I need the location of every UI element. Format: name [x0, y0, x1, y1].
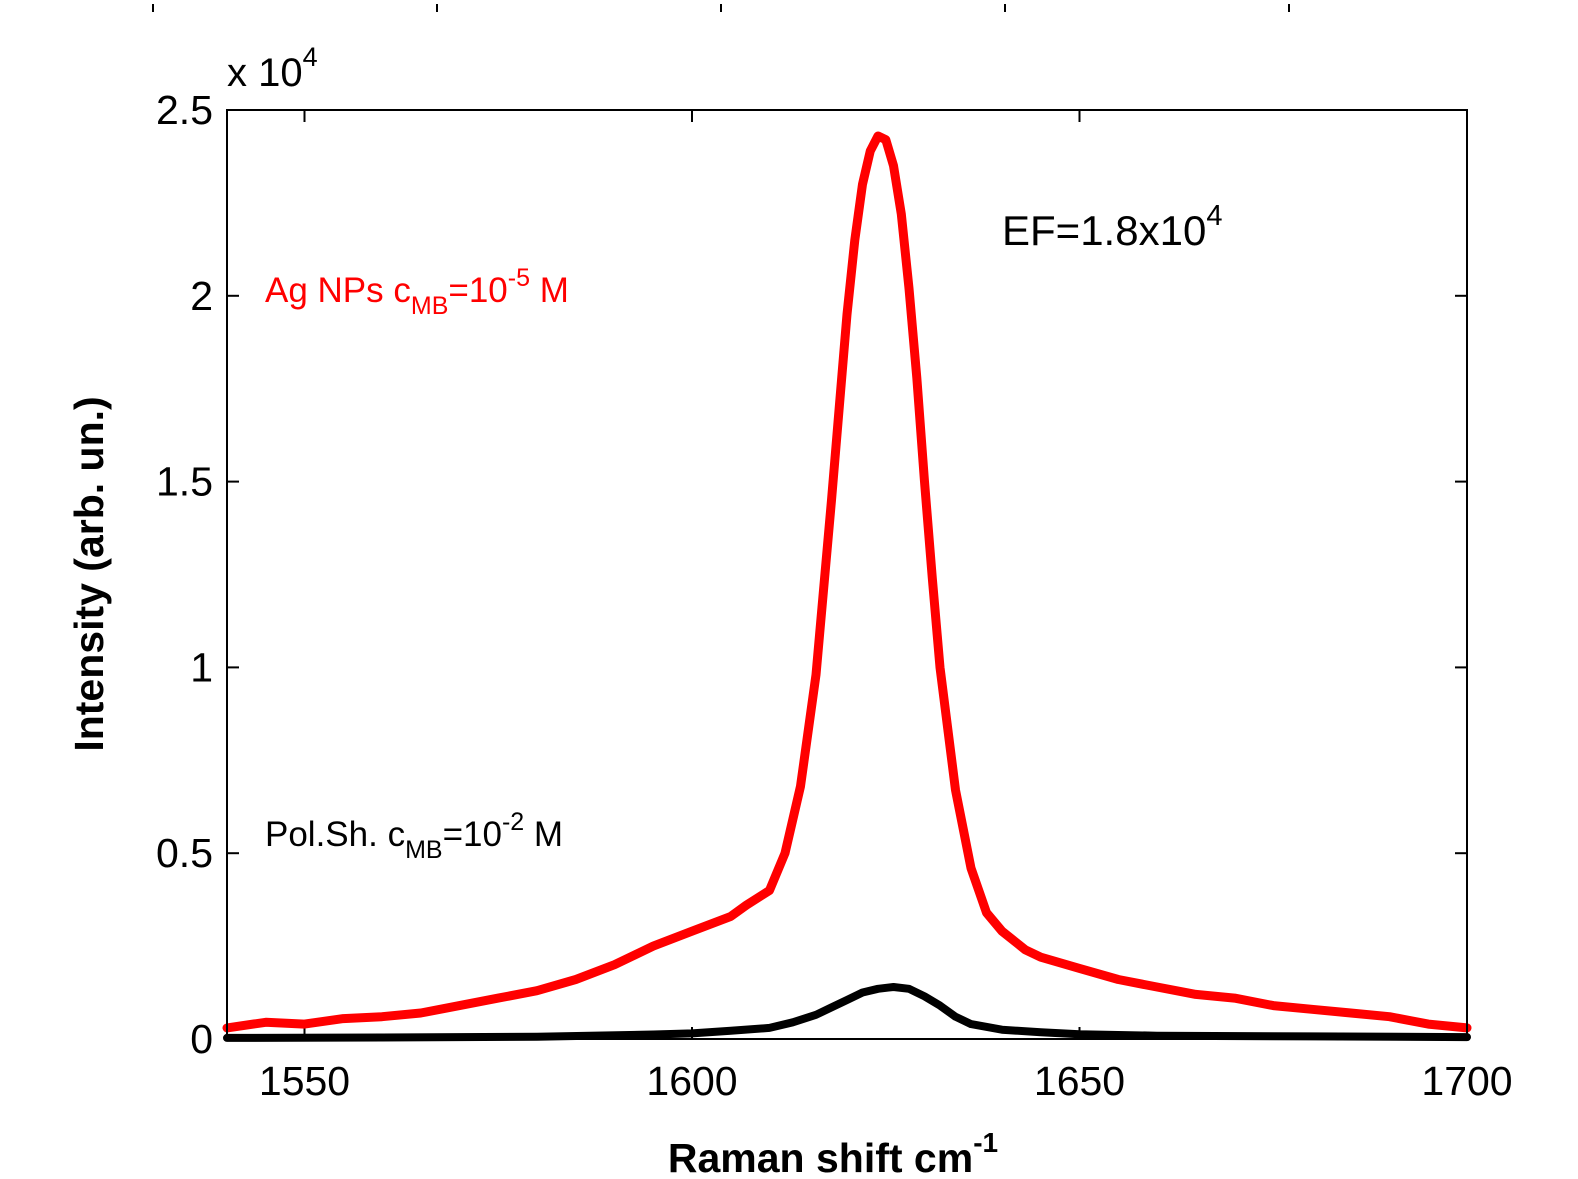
y-tick-label-0.5: 0.5 [156, 830, 213, 876]
x-tick-label-1600: 1600 [646, 1058, 737, 1104]
y-tick-label-2: 2 [190, 273, 213, 319]
annotation-ef: EF=1.8x104 [1002, 200, 1222, 254]
y-tick-label-1.5: 1.5 [156, 459, 213, 505]
axis-ticks: 1550 1600 1650 1700 0 0.5 1 1.5 2 2.5 [156, 87, 1513, 1104]
series-line-ag [222, 131, 1472, 1033]
legend-label-ag: Ag NPs cMB=10-5 M [265, 264, 569, 320]
series-line-polsh [223, 983, 1471, 1042]
x-tick-label-1550: 1550 [259, 1058, 350, 1104]
x-tick-label-1700: 1700 [1421, 1058, 1512, 1104]
y-axis-label: Intensity (arb. un.) [66, 396, 112, 751]
series-layer [222, 131, 1472, 1042]
top-edge-ticks [152, 4, 1290, 12]
legend-label-polsh: Pol.Sh. cMB=10-2 M [265, 808, 563, 864]
plot-frame [226, 109, 1468, 1040]
y-multiplier: x 104 [227, 42, 318, 95]
x-axis-label: Raman shift cm-1 [668, 1127, 998, 1179]
y-tick-label-2.5: 2.5 [156, 87, 213, 133]
y-tick-label-1: 1 [190, 644, 213, 690]
x-tick-label-1650: 1650 [1034, 1058, 1125, 1104]
y-tick-label-0: 0 [190, 1016, 213, 1062]
